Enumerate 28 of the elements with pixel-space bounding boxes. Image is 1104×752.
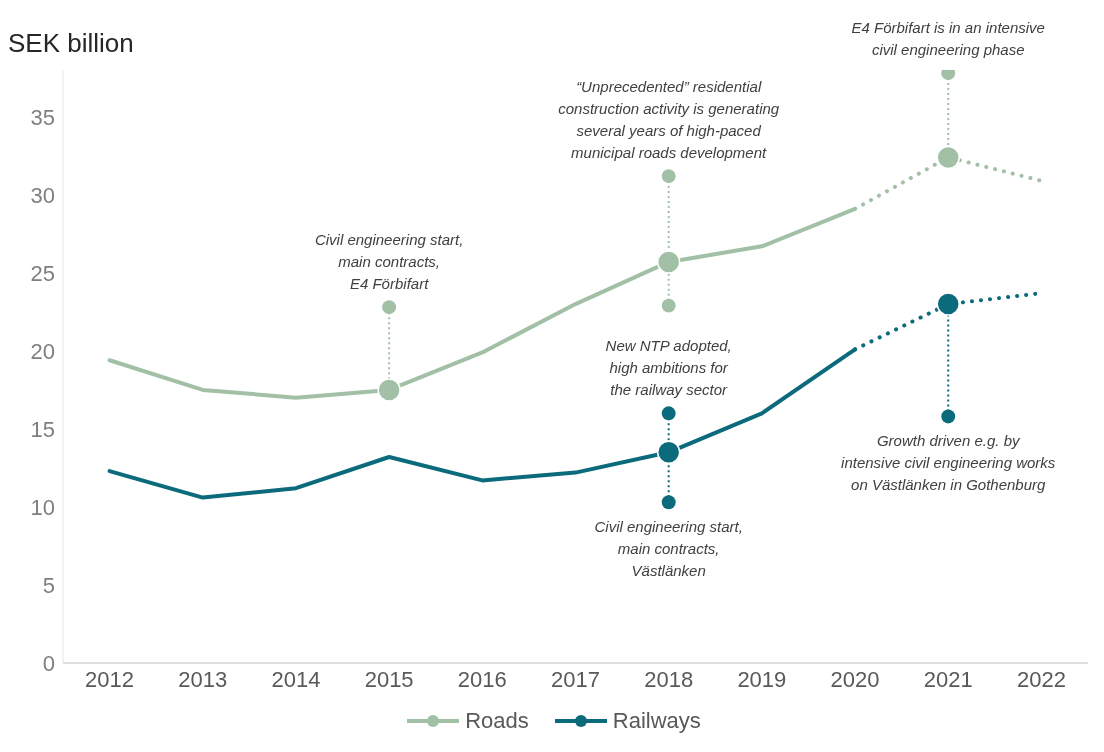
x-tick-label: 2012 [85, 666, 135, 692]
x-tick-label: 2019 [737, 666, 787, 692]
y-tick-label: 5 [42, 572, 55, 598]
x-tick-label: 2014 [271, 666, 321, 692]
y-axis-title: SEK billion [8, 28, 134, 58]
legend-label: Railways [612, 708, 701, 734]
x-tick-label: 2015 [364, 666, 414, 692]
x-tick-label: 2018 [644, 666, 694, 692]
y-tick-label: 0 [42, 650, 55, 676]
y-tick-label: 20 [30, 338, 55, 364]
x-tick-label: 2021 [923, 666, 973, 692]
y-tick-label: 15 [30, 416, 55, 442]
x-tick-label: 2013 [178, 666, 228, 692]
y-tick-label: 30 [30, 182, 55, 208]
annotation: Civil engineering start, main contracts, Västlänken [594, 518, 743, 580]
annotation: Civil engineering start, main contracts, E4 Förbifart [314, 231, 464, 293]
legend-label: Roads [465, 708, 529, 734]
annotation: “Unprecedented” residential construction activity is generating several years of high-paced municipal roads development [558, 78, 780, 162]
y-tick-label: 35 [30, 104, 55, 130]
x-tick-label: 2022 [1016, 666, 1066, 692]
annotation: New NTP adopted, high ambitions for the railway sector [605, 337, 732, 399]
y-tick-label: 25 [30, 260, 55, 286]
x-tick-label: 2017 [551, 666, 600, 692]
annotation: E4 Förbifart is in an intensive civil engineering phase [851, 19, 1045, 59]
y-tick-label: 10 [30, 494, 55, 520]
x-tick-label: 2016 [457, 666, 507, 692]
annotation: Growth driven e.g. by intensive civil engineering works on Västlänken in Gothenburg [841, 432, 1056, 494]
x-tick-label: 2020 [830, 666, 880, 692]
